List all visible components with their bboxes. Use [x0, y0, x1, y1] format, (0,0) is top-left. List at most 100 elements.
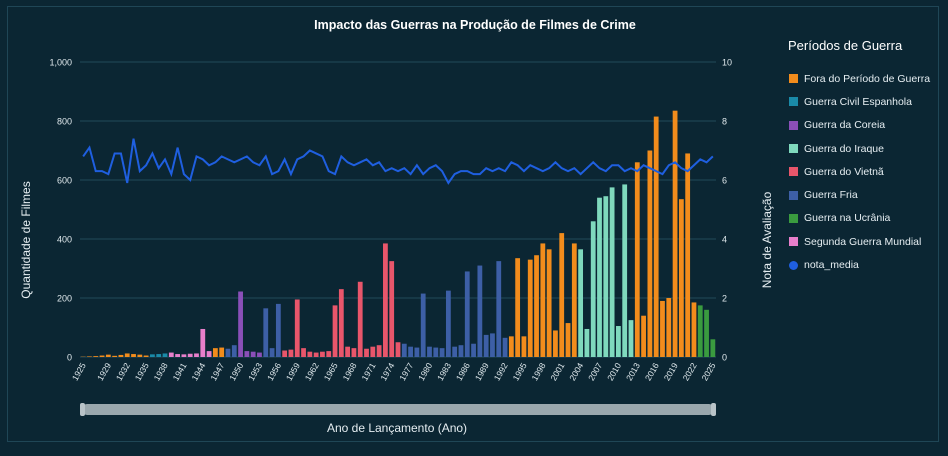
bar[interactable]: [603, 196, 609, 357]
bar[interactable]: [590, 221, 596, 357]
bar[interactable]: [326, 351, 332, 357]
bar[interactable]: [471, 343, 476, 357]
bar[interactable]: [200, 328, 206, 357]
bar[interactable]: [458, 345, 464, 357]
bar[interactable]: [710, 339, 716, 357]
bar[interactable]: [282, 350, 288, 357]
bar[interactable]: [288, 349, 294, 358]
bar[interactable]: [622, 184, 628, 357]
bar[interactable]: [534, 255, 539, 357]
bar[interactable]: [540, 243, 546, 357]
bar[interactable]: [206, 351, 212, 357]
bar[interactable]: [212, 348, 218, 357]
bar[interactable]: [275, 303, 281, 357]
bar[interactable]: [483, 334, 489, 358]
bar[interactable]: [124, 353, 130, 357]
bar[interactable]: [496, 261, 502, 358]
bar[interactable]: [597, 197, 602, 357]
bar[interactable]: [660, 300, 665, 357]
bar[interactable]: [294, 299, 300, 357]
bar[interactable]: [697, 305, 703, 358]
bar[interactable]: [508, 336, 514, 357]
bar[interactable]: [156, 354, 162, 357]
bar[interactable]: [313, 352, 319, 357]
bar[interactable]: [105, 354, 111, 357]
bar[interactable]: [137, 354, 143, 357]
bar[interactable]: [439, 348, 445, 357]
bar[interactable]: [502, 337, 508, 357]
bar[interactable]: [376, 345, 382, 357]
bar[interactable]: [414, 347, 420, 357]
bar[interactable]: [269, 348, 275, 357]
scrollbar-track[interactable]: [82, 404, 714, 415]
bar[interactable]: [112, 355, 118, 357]
scrollbar-handle-left[interactable]: [80, 403, 85, 416]
legend-item-ucrania[interactable]: Guerra na Ucrânia: [780, 207, 945, 230]
legend-item-segunda-guerra[interactable]: Segunda Guerra Mundial: [780, 230, 945, 253]
zoom-scrollbar[interactable]: [80, 403, 716, 416]
bar[interactable]: [99, 355, 105, 357]
bar[interactable]: [634, 162, 640, 357]
bar[interactable]: [477, 265, 483, 357]
bar[interactable]: [452, 346, 458, 357]
legend-item-iraque[interactable]: Guerra do Iraque: [780, 137, 945, 160]
legend-item-coreia[interactable]: Guerra da Coreia: [780, 114, 945, 137]
bar[interactable]: [609, 187, 615, 358]
bar[interactable]: [250, 351, 256, 357]
bar[interactable]: [546, 249, 552, 357]
bar[interactable]: [332, 305, 338, 358]
bar[interactable]: [433, 347, 439, 357]
bar[interactable]: [565, 323, 571, 357]
bar[interactable]: [685, 153, 691, 357]
bar[interactable]: [257, 352, 262, 357]
bar[interactable]: [219, 347, 225, 357]
bar[interactable]: [87, 356, 92, 357]
bar[interactable]: [307, 351, 313, 357]
bar[interactable]: [181, 354, 187, 357]
bar[interactable]: [389, 261, 395, 358]
bar[interactable]: [464, 271, 470, 357]
legend-item-fora[interactable]: Fora do Período de Guerra: [780, 67, 945, 90]
bar[interactable]: [345, 346, 351, 357]
bar[interactable]: [616, 326, 621, 357]
bar[interactable]: [370, 346, 376, 357]
bar[interactable]: [238, 291, 243, 357]
bar[interactable]: [584, 328, 590, 357]
bar[interactable]: [244, 351, 250, 357]
bar[interactable]: [395, 342, 401, 357]
bar[interactable]: [678, 199, 684, 357]
bar[interactable]: [553, 330, 558, 357]
bar[interactable]: [527, 259, 533, 357]
bar[interactable]: [666, 298, 672, 357]
bar[interactable]: [364, 348, 369, 357]
bar[interactable]: [691, 302, 697, 357]
bar[interactable]: [301, 348, 306, 357]
bar[interactable]: [357, 281, 363, 357]
bar[interactable]: [445, 290, 451, 358]
bar[interactable]: [647, 150, 653, 358]
bar[interactable]: [143, 355, 149, 357]
bar[interactable]: [401, 343, 407, 357]
bar[interactable]: [225, 348, 231, 357]
bar[interactable]: [338, 289, 344, 357]
legend-item-vietna[interactable]: Guerra do Vietnã: [780, 160, 945, 183]
bar[interactable]: [641, 315, 646, 357]
bar[interactable]: [578, 249, 584, 357]
bar[interactable]: [187, 353, 193, 357]
bar[interactable]: [194, 353, 199, 357]
legend-item-nota-media[interactable]: nota_media: [780, 253, 945, 276]
legend-item-civil-espanhola[interactable]: Guerra Civil Espanhola: [780, 90, 945, 113]
bar[interactable]: [704, 309, 709, 357]
bar[interactable]: [408, 346, 413, 357]
bar[interactable]: [168, 352, 174, 357]
bar[interactable]: [515, 258, 521, 357]
bar[interactable]: [93, 356, 99, 357]
bar[interactable]: [628, 320, 634, 358]
bar[interactable]: [427, 346, 432, 357]
legend-item-fria[interactable]: Guerra Fria: [780, 183, 945, 206]
bar[interactable]: [162, 353, 168, 357]
scrollbar-handle-right[interactable]: [711, 403, 716, 416]
bar[interactable]: [351, 348, 357, 357]
bar[interactable]: [559, 233, 565, 357]
bar[interactable]: [521, 336, 527, 357]
